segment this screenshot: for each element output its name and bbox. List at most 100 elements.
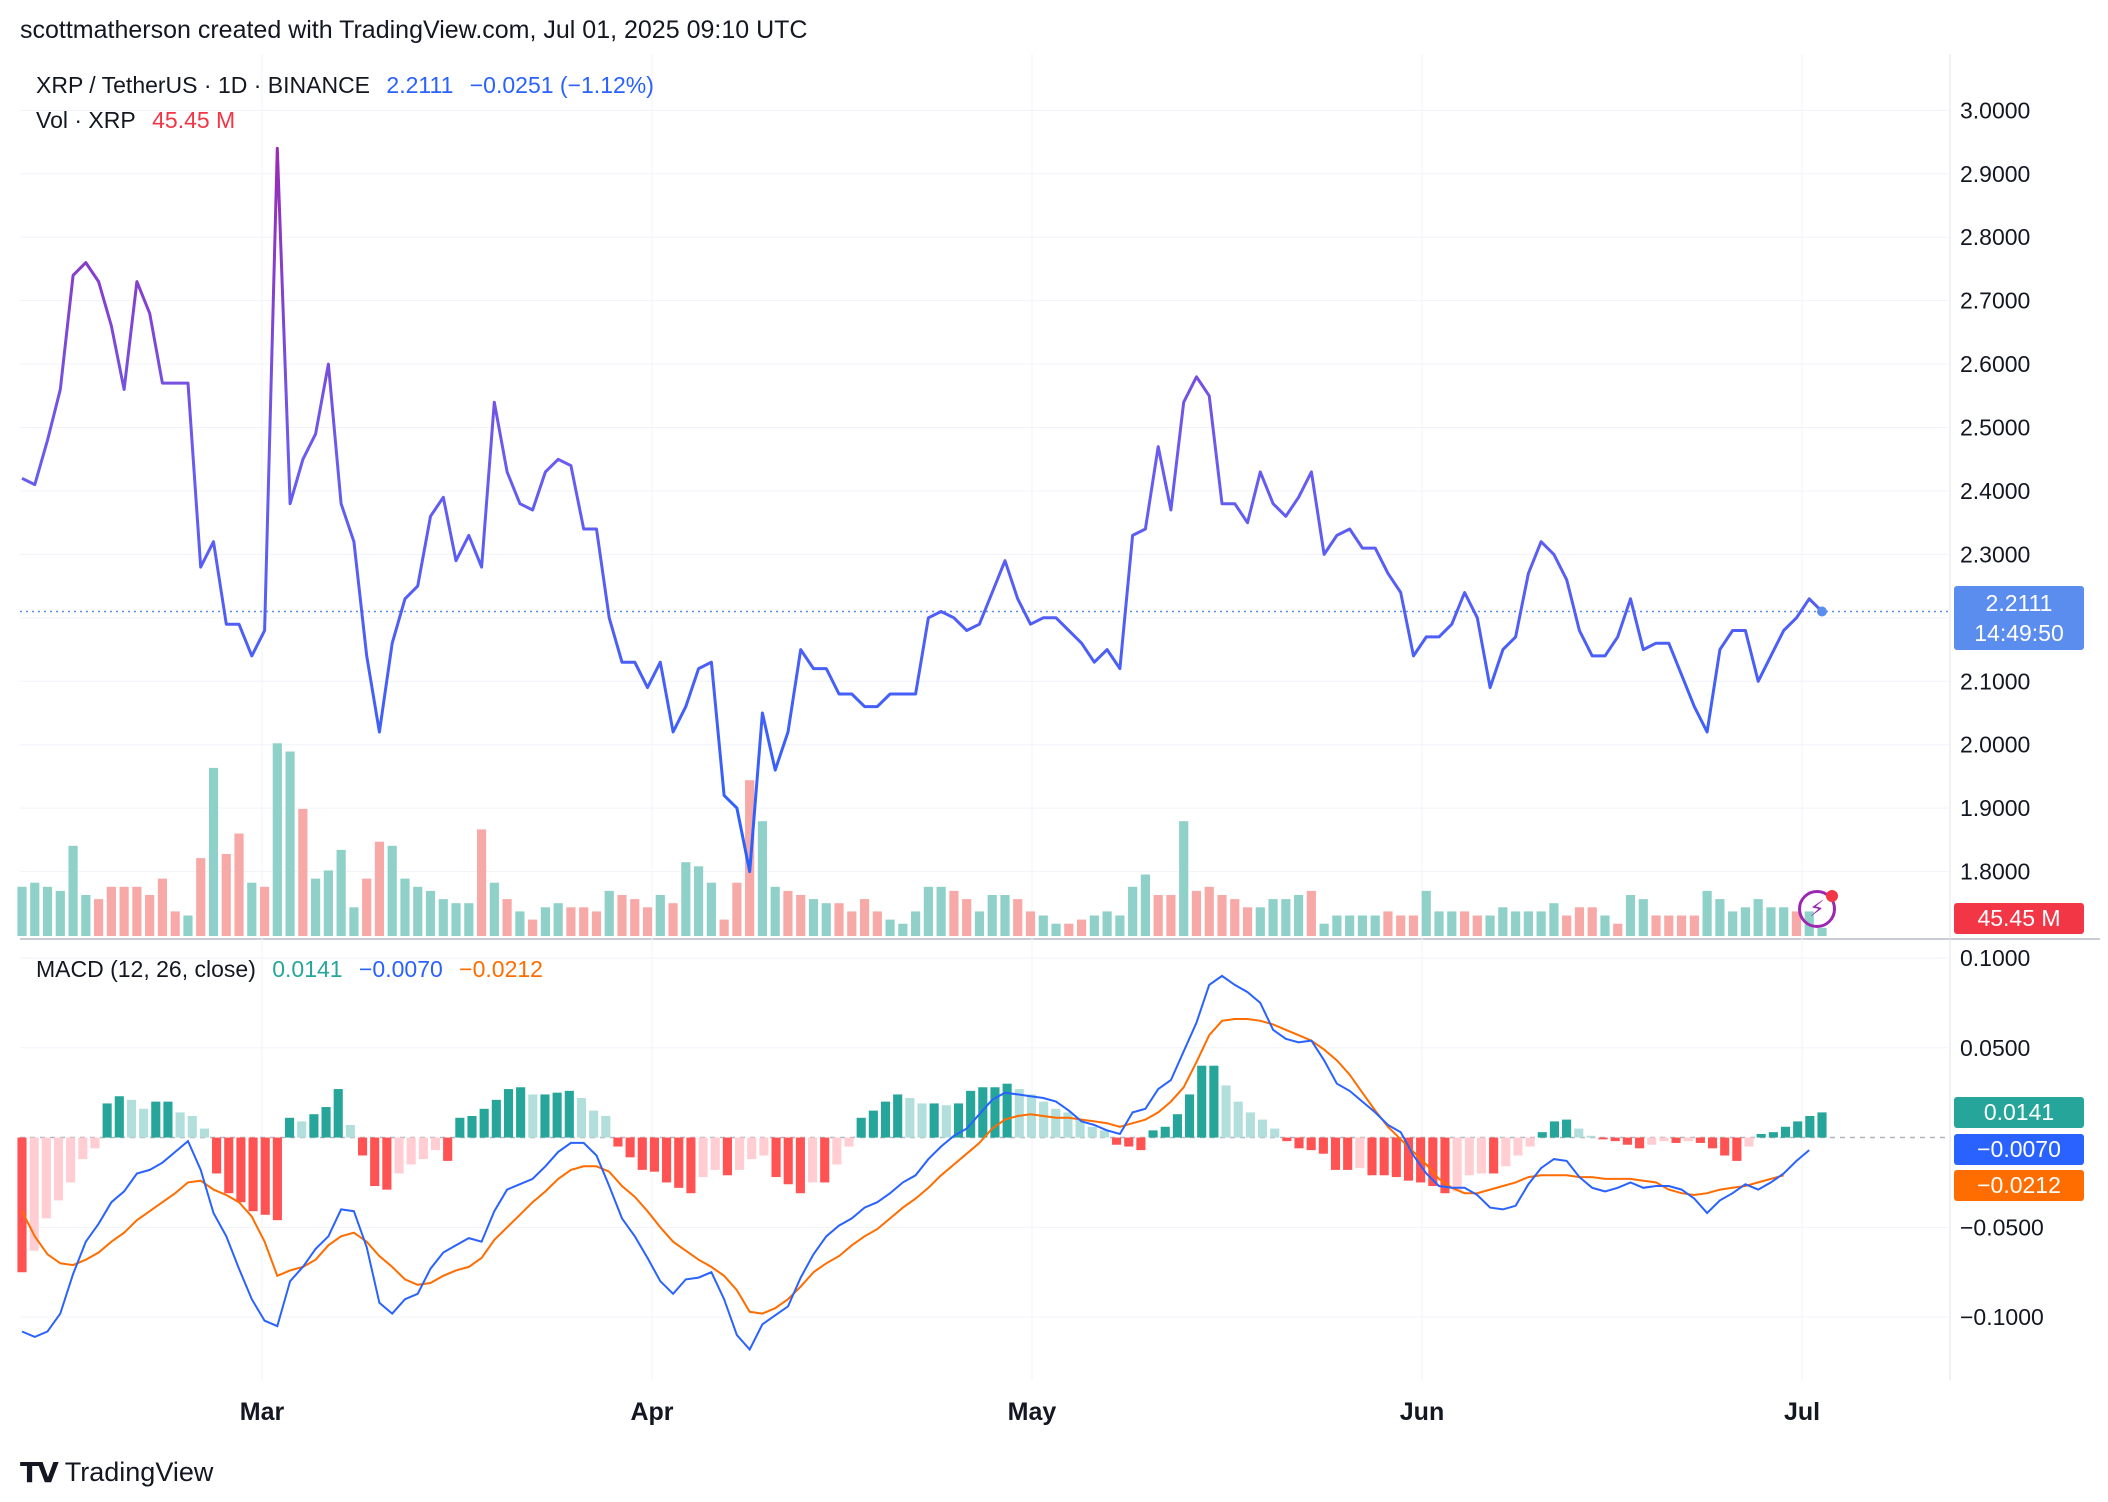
- volume-bar: [183, 915, 193, 936]
- macd-histogram-bar: [114, 1096, 124, 1138]
- macd-histogram-bar: [625, 1137, 635, 1158]
- volume-bar: [1230, 899, 1240, 936]
- macd-histogram-bar: [990, 1087, 1000, 1138]
- volume-bar: [617, 895, 627, 936]
- macd-histogram-bar: [747, 1137, 757, 1160]
- price-tick-label: 2.1000: [1960, 668, 2030, 694]
- macd-histogram-bar: [1185, 1094, 1195, 1138]
- macd-histogram-bar: [698, 1137, 708, 1178]
- macd-hist-value: 0.0141: [272, 956, 343, 982]
- volume-bar: [1434, 911, 1444, 936]
- volume-bar: [681, 862, 691, 936]
- volume-bar: [540, 907, 550, 936]
- volume-bar: [1179, 821, 1189, 936]
- volume-bar: [783, 890, 793, 936]
- macd-histogram-bar: [1756, 1133, 1766, 1138]
- macd-histogram-bar: [735, 1137, 745, 1170]
- volume-bar: [566, 907, 576, 936]
- macd-histogram-bar: [1014, 1089, 1024, 1138]
- macd-histogram-bar: [917, 1103, 927, 1138]
- macd-histogram-bar: [78, 1137, 88, 1160]
- volume-bar: [374, 841, 385, 936]
- volume-bar: [42, 886, 53, 936]
- macd-histogram-bar: [1051, 1108, 1061, 1138]
- macd-line-value: −0.0070: [359, 956, 443, 982]
- macd-histogram-bar: [479, 1108, 489, 1138]
- volume-bar: [1638, 899, 1648, 936]
- volume-bar: [413, 886, 423, 936]
- volume-bar: [936, 886, 946, 936]
- volume-bar: [1740, 907, 1750, 936]
- volume-bar: [694, 866, 704, 936]
- macd-histogram-bar: [394, 1137, 404, 1174]
- macd-histogram-bar: [1270, 1128, 1280, 1138]
- macd-label[interactable]: MACD (12, 26, close): [36, 956, 256, 982]
- volume-bar: [298, 808, 308, 936]
- symbol-label[interactable]: XRP / TetherUS · 1D · BINANCE: [36, 72, 371, 98]
- volume-bar: [438, 899, 448, 936]
- macd-histogram-bar: [759, 1137, 769, 1156]
- volume-bar: [1408, 915, 1419, 936]
- macd-histogram-bar: [175, 1112, 185, 1138]
- tradingview-logo[interactable]: TV TradingView: [20, 1456, 213, 1489]
- macd-histogram-bar: [1647, 1137, 1657, 1145]
- volume-value: 45.45 M: [152, 107, 236, 133]
- price-tick-label: 2.8000: [1960, 224, 2030, 250]
- macd-signal-value: −0.0212: [459, 956, 543, 982]
- lightning-alert-icon[interactable]: ⚡: [1798, 890, 1836, 928]
- macd-histogram-bar: [272, 1137, 282, 1221]
- volume-bar: [1319, 923, 1329, 936]
- macd-histogram-bar: [1112, 1137, 1122, 1145]
- macd-histogram-bar: [345, 1124, 355, 1138]
- macd-histogram-bar: [503, 1089, 514, 1138]
- volume-bar: [1421, 890, 1431, 936]
- macd-histogram-bar: [1598, 1137, 1608, 1140]
- macd-histogram-bar: [1063, 1112, 1073, 1138]
- macd-signal-tag: −0.0212: [1954, 1170, 2084, 1201]
- macd-histogram-bar: [1732, 1137, 1742, 1161]
- volume-bar: [1766, 907, 1776, 936]
- macd-histogram-bar: [953, 1103, 964, 1138]
- macd-histogram-bar: [1087, 1126, 1097, 1138]
- macd-histogram-bar: [1318, 1137, 1328, 1154]
- last-price-dot: [1817, 606, 1827, 617]
- volume-bar: [1625, 895, 1636, 936]
- macd-histogram-bar: [1294, 1137, 1304, 1149]
- volume-bar: [1472, 915, 1482, 936]
- volume-bar: [1051, 923, 1061, 936]
- macd-histogram-bar: [370, 1137, 380, 1187]
- volume-bar: [387, 845, 397, 936]
- volume-tag: 45.45 M: [1954, 903, 2084, 934]
- volume-bar: [145, 895, 155, 936]
- macd-histogram-bar: [41, 1137, 51, 1219]
- volume-bar: [196, 858, 206, 936]
- volume-bar: [1753, 899, 1763, 936]
- price-tick-label: 1.9000: [1960, 795, 2030, 821]
- macd-histogram-bar: [66, 1137, 76, 1183]
- volume-bar: [962, 899, 972, 936]
- volume-bar: [476, 829, 487, 936]
- volume-bar: [987, 895, 997, 936]
- macd-histogram-bar: [552, 1092, 562, 1138]
- macd-histogram-bar: [905, 1098, 915, 1138]
- price-tag: 2.2111 14:49:50: [1954, 586, 2084, 650]
- volume-bar: [872, 911, 882, 936]
- macd-histogram-bar: [783, 1137, 793, 1185]
- macd-histogram-bar: [868, 1110, 878, 1138]
- price-tick-label: 2.0000: [1960, 732, 2030, 758]
- volume-bar: [1345, 915, 1355, 936]
- volume-bar: [30, 882, 40, 936]
- macd-histogram-bar: [236, 1137, 246, 1203]
- volume-bar: [259, 886, 270, 936]
- volume-legend: Vol · XRP 45.45 M: [36, 107, 245, 134]
- volume-bar: [949, 890, 959, 936]
- volume-bar: [834, 903, 844, 936]
- volume-bar: [1651, 915, 1661, 936]
- macd-line-tag: −0.0070: [1954, 1134, 2084, 1165]
- volume-label[interactable]: Vol · XRP: [36, 107, 136, 133]
- macd-histogram-bar: [929, 1103, 939, 1138]
- macd-histogram-bar: [321, 1107, 331, 1138]
- volume-bar: [630, 899, 640, 936]
- volume-bar: [1013, 899, 1023, 936]
